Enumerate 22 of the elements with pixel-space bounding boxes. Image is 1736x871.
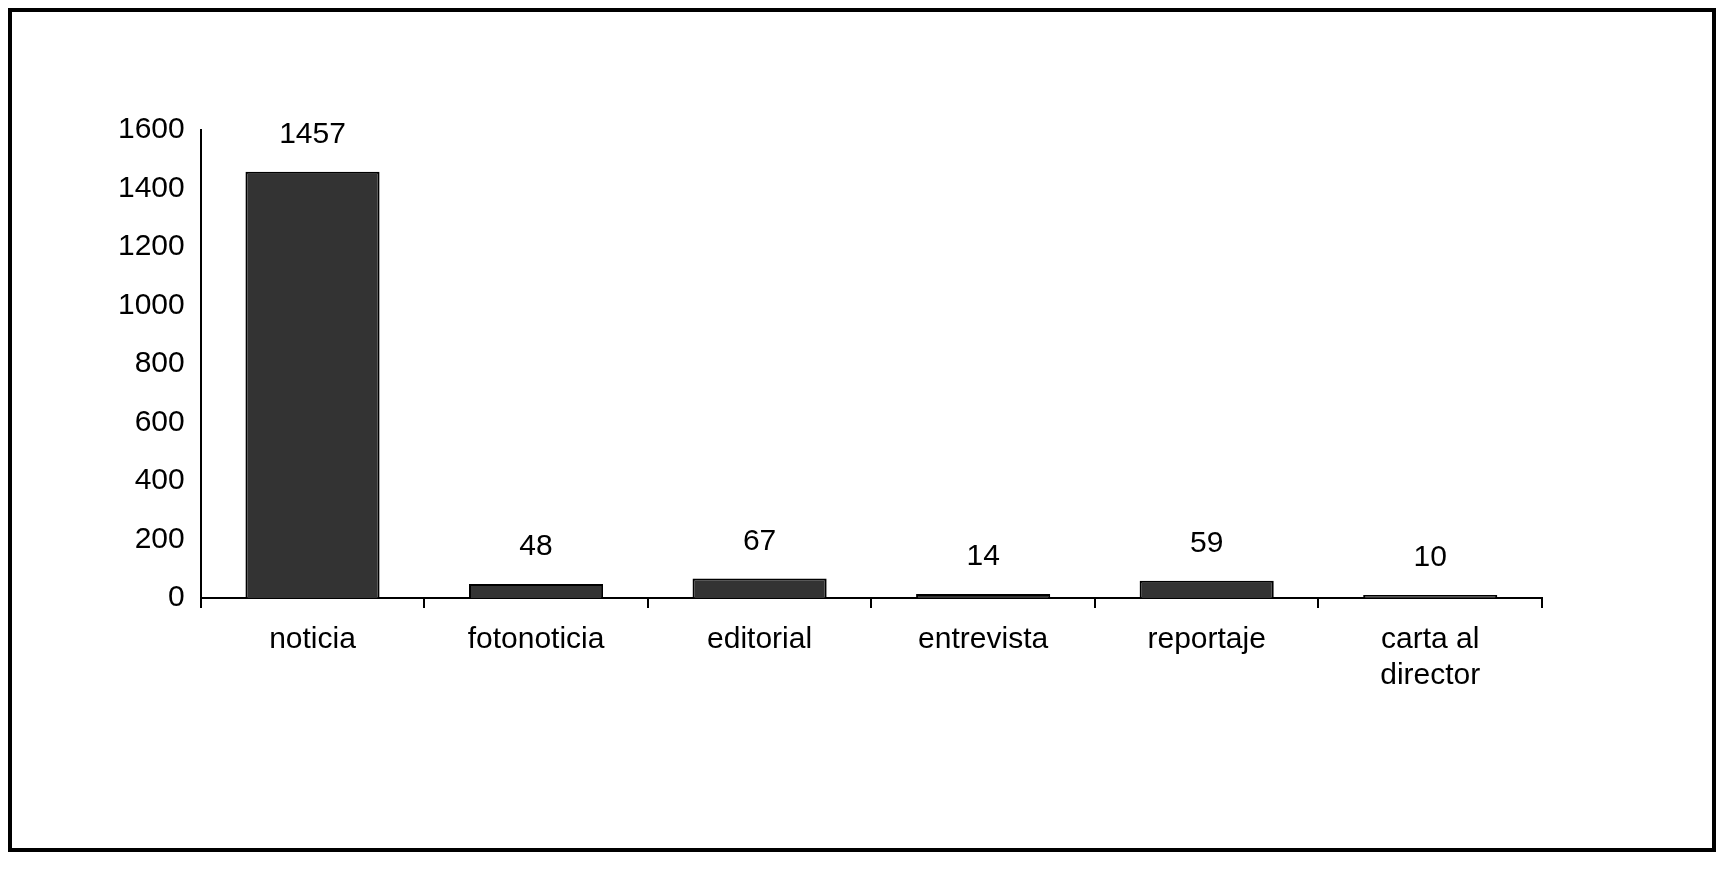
data-label: 14 bbox=[966, 538, 1000, 572]
y-tick-label: 0 bbox=[168, 579, 185, 613]
x-tick-label: carta al director bbox=[1380, 621, 1481, 691]
y-tick-label: 1200 bbox=[117, 228, 185, 262]
data-label: 10 bbox=[1413, 539, 1447, 573]
chart-frame: noticia fotonoticia editorial entrevista reportaje carta al director 0 200 400 600 800 1000 1200 1400 1600 1457 48 67 14 59 10 bbox=[8, 8, 1716, 852]
x-tick-label: noticia bbox=[269, 621, 357, 655]
y-tick-label: 1600 bbox=[117, 111, 185, 145]
y-tick-label: 200 bbox=[134, 520, 185, 554]
data-label: 67 bbox=[742, 522, 777, 556]
y-tick-label: 600 bbox=[134, 403, 185, 437]
data-label: 1457 bbox=[279, 116, 346, 150]
y-tick-label: 800 bbox=[134, 345, 185, 379]
y-tick-label: 1000 bbox=[117, 286, 185, 320]
x-tick-label: entrevista bbox=[918, 621, 1049, 655]
data-label: 48 bbox=[519, 528, 553, 562]
x-tick-label: editorial bbox=[707, 621, 813, 655]
x-tick-label: fotonoticia bbox=[467, 621, 605, 655]
x-tick-label: reportaje bbox=[1147, 621, 1266, 655]
y-tick-label: 400 bbox=[134, 462, 185, 496]
y-tick-label: 1400 bbox=[117, 169, 185, 203]
data-label: 59 bbox=[1190, 525, 1224, 559]
